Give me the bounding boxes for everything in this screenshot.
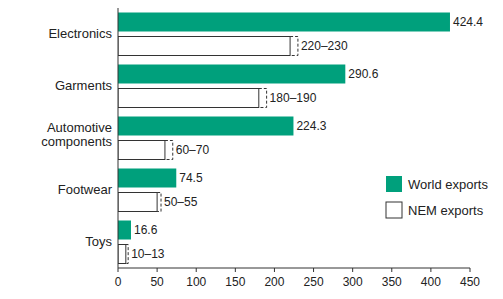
range-bar — [126, 245, 128, 264]
range-bar — [259, 89, 267, 108]
bar — [118, 221, 131, 240]
legend-label: World exports — [408, 177, 488, 192]
label-line: Footwear — [58, 182, 113, 197]
data-label: 10–13 — [131, 247, 165, 261]
tick — [313, 268, 314, 272]
tick — [274, 268, 275, 272]
bars — [118, 13, 450, 264]
data-label: 74.5 — [179, 171, 203, 185]
x-axis — [118, 268, 470, 269]
label-line: Electronics — [48, 26, 112, 41]
bar — [118, 89, 259, 108]
tick-label: 200 — [264, 275, 284, 289]
data-label: 180–190 — [270, 91, 317, 105]
category-label: Toys — [85, 234, 112, 249]
data-label: 424.4 — [453, 15, 483, 29]
range-bar — [290, 37, 298, 56]
tick — [391, 268, 392, 272]
bar — [118, 117, 293, 136]
category-label: Electronics — [48, 26, 112, 41]
bar — [118, 245, 126, 264]
bar — [118, 37, 290, 56]
range-bar — [165, 141, 173, 160]
tick — [430, 268, 431, 272]
tick-label: 250 — [304, 275, 324, 289]
data-label: 290.6 — [348, 67, 378, 81]
label-line: Garments — [55, 78, 113, 93]
tick-label: 450 — [460, 275, 480, 289]
tick-label: 100 — [186, 275, 206, 289]
label-line: components — [41, 134, 112, 149]
legend-swatch — [386, 202, 402, 218]
tick-label: 400 — [421, 275, 441, 289]
category-label: Garments — [55, 78, 113, 93]
data-label: 224.3 — [296, 119, 326, 133]
tick — [196, 268, 197, 272]
bar — [118, 193, 157, 212]
bar — [118, 65, 345, 84]
data-label: 220–230 — [301, 39, 348, 53]
category-label: Footwear — [58, 182, 113, 197]
label-line: Toys — [85, 234, 112, 249]
data-label: 50–55 — [164, 195, 198, 209]
tick-label: 300 — [343, 275, 363, 289]
tick-label: 150 — [225, 275, 245, 289]
tick — [235, 268, 236, 272]
bar — [118, 13, 450, 32]
tick — [470, 268, 471, 272]
label-line: Automotive — [47, 120, 112, 135]
y-axis — [118, 8, 119, 268]
data-label: 16.6 — [134, 223, 158, 237]
legend-label: NEM exports — [408, 203, 484, 218]
category-label: Automotivecomponents — [41, 120, 112, 149]
tick-label: 350 — [382, 275, 402, 289]
data-label: 60–70 — [176, 143, 210, 157]
legend-swatch — [386, 176, 402, 192]
tick-label: 50 — [150, 275, 164, 289]
tick-label: 0 — [115, 275, 122, 289]
tick — [352, 268, 353, 272]
range-bar — [157, 193, 161, 212]
bar — [118, 141, 165, 160]
bar — [118, 169, 176, 188]
tick — [118, 268, 119, 272]
tick — [157, 268, 158, 272]
